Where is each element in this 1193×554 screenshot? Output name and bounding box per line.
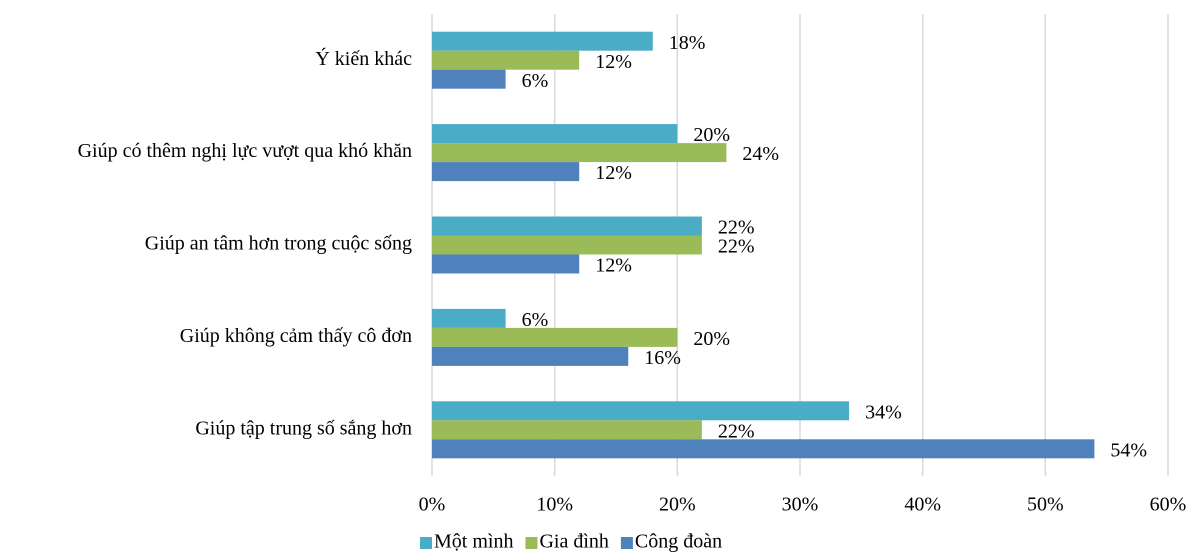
x-tick-label: 10% [536,494,573,516]
bar [432,124,678,144]
bar [432,143,727,163]
data-label: 6% [522,309,549,331]
legend-swatch [420,537,432,549]
bar [432,346,629,366]
legend-label: Công đoàn [635,531,722,553]
data-label: 6% [522,70,549,92]
bar [432,235,702,255]
data-label: 12% [595,162,632,184]
bar [432,327,678,347]
y-tick-label: Ý kiến khác [315,47,412,70]
bar [432,308,506,328]
legend-label: Một mình [434,531,513,553]
y-tick-label: Giúp có thêm nghị lực vượt qua khó khăn [78,140,412,162]
bar [432,401,850,421]
data-label: 16% [644,347,681,369]
data-label: 22% [718,420,755,442]
bar [432,254,580,274]
data-label: 24% [742,143,779,165]
y-tick-label: Giúp tập trung số sắng hơn [195,417,412,439]
data-label: 22% [718,236,755,258]
y-tick-label: Giúp an tâm hơn trong cuộc sống [145,233,412,255]
bar [432,69,506,89]
x-tick-label: 30% [782,494,819,516]
data-label: 54% [1110,439,1147,461]
data-label: 18% [669,32,706,54]
data-label: 22% [718,217,755,239]
bar [432,420,702,440]
bar [432,439,1095,459]
data-label: 20% [693,124,730,146]
data-label: 20% [693,328,730,350]
x-tick-label: 20% [659,494,696,516]
legend-swatch [525,537,538,549]
legend-swatch [620,537,633,549]
data-label: 12% [595,255,632,277]
y-tick-label: Giúp không cảm thấy cô đơn [180,325,412,347]
bar [432,216,702,236]
x-tick-label: 50% [1027,494,1064,516]
legend-label: Gia đình [539,531,608,553]
data-label: 12% [595,51,632,73]
data-label: 34% [865,401,902,423]
x-tick-label: 60% [1150,494,1187,516]
bar [432,50,580,70]
x-tick-label: 0% [419,494,446,516]
x-tick-label: 40% [904,494,941,516]
bar [432,162,580,182]
bar [432,31,653,51]
